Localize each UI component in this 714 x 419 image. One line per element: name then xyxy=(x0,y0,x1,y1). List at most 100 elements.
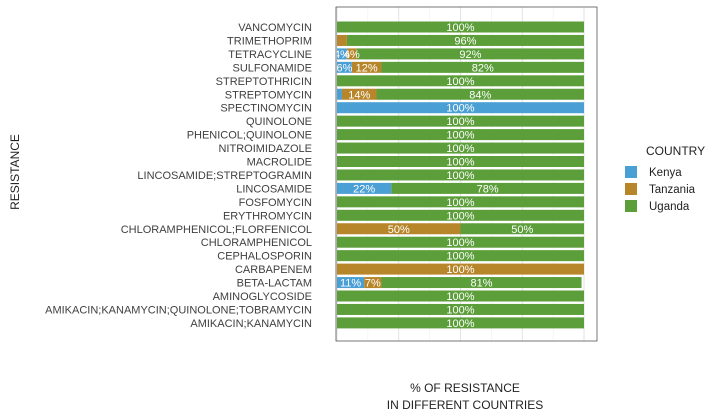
bar-uganda xyxy=(460,223,584,235)
data-label: 81% xyxy=(470,278,492,290)
category-label: VANCOMYCIN xyxy=(238,22,312,34)
bar-uganda xyxy=(337,209,584,221)
bar-tanzania xyxy=(337,34,347,46)
category-label: CHLORAMPHENICOL xyxy=(201,237,312,249)
data-label: 84% xyxy=(469,89,491,101)
data-label: 100% xyxy=(446,251,474,263)
data-label: 100% xyxy=(446,170,474,182)
legend-title: COUNTRY xyxy=(646,144,705,158)
category-label: CARBAPENEM xyxy=(235,264,312,276)
data-label: 100% xyxy=(446,264,474,276)
data-label: 14% xyxy=(348,89,370,101)
category-label: TETRACYCLINE xyxy=(228,49,312,61)
data-label: 100% xyxy=(446,143,474,155)
data-label: 100% xyxy=(446,210,474,222)
data-label: 82% xyxy=(472,62,494,74)
bar-uganda xyxy=(337,115,584,127)
bar-kenya xyxy=(337,48,347,60)
legend-swatch-uganda xyxy=(625,200,637,212)
data-label: 6% xyxy=(336,62,352,74)
data-label: 100% xyxy=(446,304,474,316)
category-label: LINCOSAMIDE xyxy=(236,183,312,195)
x-axis-title-line1: % OF RESISTANCE xyxy=(410,381,520,395)
category-label: CHLORAMPHENICOL;FLORFENICOL xyxy=(121,224,312,236)
bar-tanzania xyxy=(341,88,377,100)
data-label: 96% xyxy=(454,35,476,47)
bar-uganda xyxy=(391,182,584,194)
bar-tanzania xyxy=(337,223,461,235)
bar-uganda xyxy=(337,129,584,141)
plot-border xyxy=(335,6,598,342)
bar-uganda xyxy=(346,34,584,46)
data-label: 50% xyxy=(511,224,533,236)
data-label: 100% xyxy=(446,197,474,209)
data-label: 12% xyxy=(356,62,378,74)
category-label: AMIKACIN;KANAMYCIN xyxy=(190,318,312,330)
category-label: NITROIMIDAZOLE xyxy=(218,143,312,155)
bar-uganda xyxy=(337,236,584,248)
bar-uganda xyxy=(337,142,584,154)
legend-label: Uganda xyxy=(649,201,690,213)
data-label: 11% xyxy=(340,278,361,290)
category-label: BETA-LACTAM xyxy=(237,278,312,290)
category-label: STREPTOMYCIN xyxy=(225,89,312,101)
legend-swatch-tanzania xyxy=(625,183,637,195)
data-label: 100% xyxy=(446,157,474,169)
bar-uganda xyxy=(337,169,584,181)
category-label: ERYTHROMYCIN xyxy=(223,210,312,222)
data-label: 100% xyxy=(446,130,474,142)
data-label: 100% xyxy=(446,237,474,249)
bar-kenya xyxy=(337,182,392,194)
bar-uganda xyxy=(376,88,584,100)
category-label: PHENICOL;QUINOLONE xyxy=(187,130,312,142)
bar-tanzania xyxy=(351,61,382,73)
bar-uganda xyxy=(381,277,582,289)
bar-kenya xyxy=(337,277,365,289)
category-label: AMIKACIN;KANAMYCIN;QUINOLONE;TOBRAMYCIN xyxy=(45,304,312,316)
bar-uganda xyxy=(337,75,584,87)
category-label: SPECTINOMYCIN xyxy=(220,103,312,115)
legend-label: Kenya xyxy=(649,167,682,179)
category-label: MACROLIDE xyxy=(247,157,312,169)
data-label: 100% xyxy=(446,318,474,330)
data-label: 78% xyxy=(477,183,499,195)
bar-uganda xyxy=(356,48,584,60)
bar-tanzania xyxy=(337,263,584,275)
legend-label: Tanzania xyxy=(649,184,696,196)
category-label: QUINOLONE xyxy=(246,116,312,128)
bar-uganda xyxy=(337,303,584,315)
y-axis-title: RESISTANCE xyxy=(8,134,22,210)
bar-kenya xyxy=(337,61,352,73)
category-label: SULFONAMIDE xyxy=(233,62,312,74)
bar-uganda xyxy=(381,61,584,73)
data-label: 100% xyxy=(446,291,474,303)
x-axis-title-line2: IN DIFFERENT COUNTRIES xyxy=(387,398,543,412)
data-label: 7% xyxy=(365,278,381,290)
bar-tanzania xyxy=(346,48,357,60)
bar-uganda xyxy=(337,196,584,208)
category-label: TRIMETHOPRIM xyxy=(227,35,312,47)
bar-kenya xyxy=(337,102,584,114)
bar-kenya xyxy=(337,88,342,100)
data-label: 100% xyxy=(446,103,474,115)
data-label: 4% xyxy=(334,49,350,61)
category-label: CEPHALOSPORIN xyxy=(217,251,312,263)
data-label: 100% xyxy=(446,22,474,34)
data-label: 100% xyxy=(446,116,474,128)
category-label: AMINOGLYCOSIDE xyxy=(213,291,312,303)
bar-uganda xyxy=(337,317,584,329)
category-label: STREPTOTHRICIN xyxy=(216,76,312,88)
category-label: FOSFOMYCIN xyxy=(239,197,312,209)
data-label: 50% xyxy=(388,224,410,236)
data-label: 92% xyxy=(459,49,481,61)
data-label: 22% xyxy=(353,183,375,195)
bar-uganda xyxy=(337,21,584,33)
bar-uganda xyxy=(337,290,584,302)
category-label: LINCOSAMIDE;STREPTOGRAMIN xyxy=(137,170,312,182)
data-label: 100% xyxy=(446,76,474,88)
bar-uganda xyxy=(337,250,584,262)
bar-uganda xyxy=(337,156,584,167)
bar-tanzania xyxy=(364,277,382,289)
